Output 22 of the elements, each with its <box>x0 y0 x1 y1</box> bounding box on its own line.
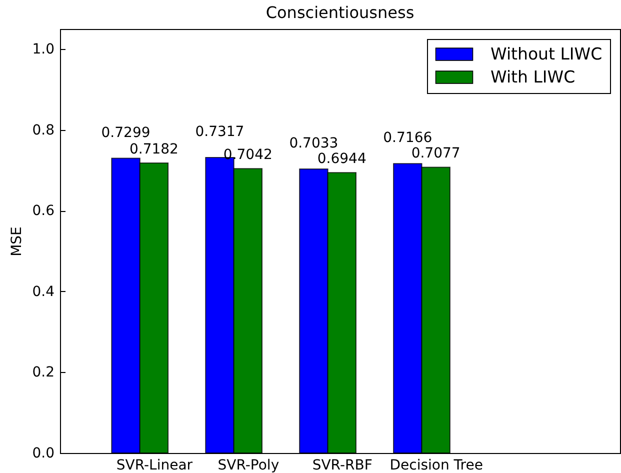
y-tick-label: 0.4 <box>32 284 55 300</box>
y-axis-title: MSE <box>9 226 26 256</box>
legend-label: Without LIWC <box>490 44 602 64</box>
data-label: 0.7299 <box>101 124 150 141</box>
y-tick-label: 0.2 <box>32 364 54 381</box>
data-label: 0.6944 <box>317 151 366 168</box>
data-label: 0.7317 <box>195 124 244 140</box>
data-label: 0.7166 <box>383 130 432 146</box>
chart-title: Conscientiousness <box>266 3 414 22</box>
y-tick-label: 0.0 <box>32 446 54 462</box>
x-tick-label: SVR-Linear <box>116 458 193 473</box>
x-tick-label: SVR-Poly <box>218 458 280 473</box>
legend-label: With LIWC <box>490 67 576 86</box>
y-tick-label: 1.0 <box>32 42 54 58</box>
data-label: 0.7033 <box>289 136 338 152</box>
data-label: 0.7042 <box>223 147 272 164</box>
x-tick-label: SVR-RBF <box>312 458 372 473</box>
y-tick-label: 0.8 <box>32 122 54 138</box>
x-tick-label: Decision Tree <box>390 458 483 473</box>
y-tick-label: 0.6 <box>32 203 55 220</box>
data-label: 0.7182 <box>129 141 178 158</box>
data-label: 0.7077 <box>411 146 460 162</box>
